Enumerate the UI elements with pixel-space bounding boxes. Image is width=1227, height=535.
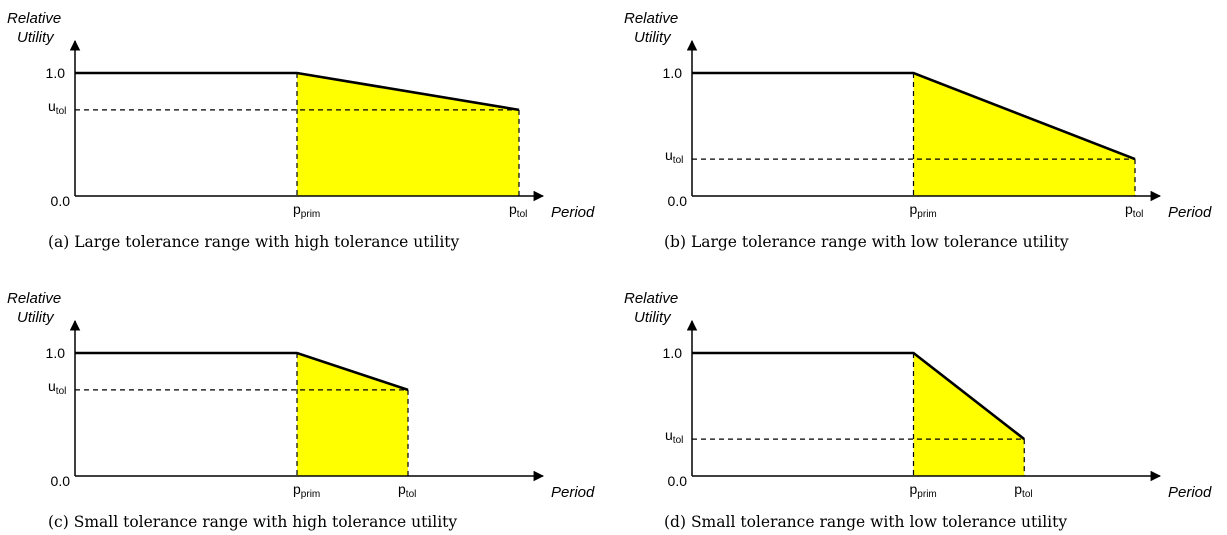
panel-b-y-title-line2: Utility [634, 29, 672, 46]
panel-c-u-tol-label: utol [48, 378, 66, 397]
panel-a-u-tol-label: utol [48, 98, 66, 117]
panel-b-x-title: Period [1168, 204, 1212, 221]
panel-c-p-prim-label: pprim [293, 481, 320, 500]
panel-a-y-title-line2: Utility [17, 29, 55, 46]
panel-c-y-title-line2: Utility [17, 309, 55, 326]
panel-c-utility-curve [75, 351, 409, 392]
panel-d-tolerance-area [913, 353, 1025, 476]
panel-b-u-tol-label: utol [665, 147, 683, 166]
panel-a-p-prim-label: pprim [293, 201, 320, 220]
panel-a-caption: (a) Large tolerance range with high tole… [48, 233, 460, 251]
panel-d-caption: (d) Small tolerance range with low toler… [664, 513, 1067, 531]
panel-a: Relative Utility Period 1.0 0.0 utol pprim ptol… [7, 10, 595, 251]
panel-a-p-tol-label: ptol [509, 201, 527, 220]
panel-d-y-tick-1: 1.0 [663, 345, 683, 361]
panel-b-y-tick-1: 1.0 [663, 65, 683, 81]
panel-d-p-prim-label: pprim [910, 481, 937, 500]
panel-c-caption: (c) Small tolerance range with high tole… [48, 513, 457, 531]
panel-b-p-tol-label: ptol [1125, 201, 1143, 220]
panel-d-utility-curve [692, 351, 1026, 441]
panel-d-y-tick-0: 0.0 [668, 473, 688, 489]
panel-d-x-title: Period [1168, 484, 1212, 501]
panel-c: Relative Utility Period 1.0 0.0 utol pprim ptol… [7, 290, 595, 531]
panel-d-p-tol-label: ptol [1014, 481, 1032, 500]
panel-c-x-title: Period [551, 484, 595, 501]
panel-b-utility-curve [692, 71, 1136, 161]
panel-b-y-tick-0: 0.0 [668, 193, 688, 209]
panel-a-y-tick-1: 1.0 [46, 65, 66, 81]
panel-a-tolerance-area [297, 73, 519, 196]
panel-a-y-tick-0: 0.0 [51, 193, 71, 209]
panel-a-utility-curve [75, 71, 520, 112]
panel-d-u-tol-label: utol [665, 427, 683, 446]
panel-d-y-title-line1: Relative [624, 290, 678, 307]
panel-b-y-title-line1: Relative [624, 10, 678, 27]
panel-b-caption: (b) Large tolerance range with low toler… [664, 233, 1069, 251]
panel-d-y-title-line2: Utility [634, 309, 672, 326]
panel-a-x-title: Period [551, 204, 595, 221]
panel-c-p-tol-label: ptol [398, 481, 416, 500]
panel-a-y-title-line1: Relative [7, 10, 61, 27]
panel-c-y-title-line1: Relative [7, 290, 61, 307]
panel-c-y-tick-1: 1.0 [46, 345, 66, 361]
panel-b-p-prim-label: pprim [910, 201, 937, 220]
panel-c-y-tick-0: 0.0 [51, 473, 71, 489]
panel-b-tolerance-area [913, 73, 1135, 196]
panel-b: Relative Utility Period 1.0 0.0 utol pprim ptol… [624, 10, 1212, 251]
panel-d: Relative Utility Period 1.0 0.0 utol pprim ptol… [624, 290, 1212, 531]
panel-c-tolerance-area [297, 353, 408, 476]
